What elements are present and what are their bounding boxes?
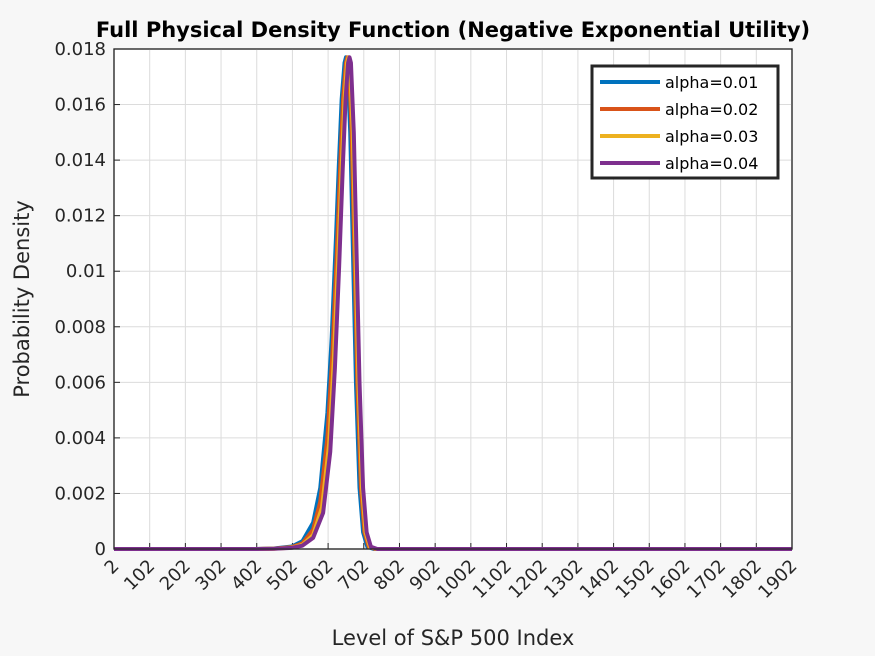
- plot-border: [113, 48, 793, 550]
- x-tick-label: 1802: [719, 556, 766, 603]
- x-tick-label: 1902: [754, 556, 801, 603]
- legend-label: alpha=0.03: [665, 127, 758, 146]
- series-layer: [114, 55, 792, 551]
- x-tick-label: 302: [191, 556, 230, 595]
- y-tick-label: 0.008: [54, 317, 106, 338]
- legend-label: alpha=0.01: [665, 73, 758, 92]
- x-tick-label: 702: [334, 556, 373, 595]
- x-tick-label: 102: [120, 556, 159, 595]
- x-tick-label: 602: [298, 556, 337, 595]
- y-tick-label: 0.002: [54, 483, 106, 504]
- legend-box: [590, 64, 780, 180]
- legend-label: alpha=0.04: [665, 154, 758, 173]
- x-tick-label: 1502: [612, 556, 659, 603]
- chart-title: Full Physical Density Function (Negative…: [96, 18, 810, 42]
- y-tick-label: 0.006: [54, 372, 106, 393]
- x-tick-label: 502: [263, 556, 302, 595]
- y-tick-label: 0.014: [54, 150, 106, 171]
- y-tick-label: 0.012: [54, 206, 106, 227]
- x-axis-label: Level of S&P 500 Index: [332, 626, 575, 650]
- x-tick-labels: 2102202302402502602702802902100211021202…: [101, 556, 802, 603]
- legend: alpha=0.01 alpha=0.02 alpha=0.03 alpha=0.04: [590, 64, 780, 180]
- x-tick-label: 802: [370, 556, 409, 595]
- y-tick-label: 0.018: [54, 39, 106, 60]
- x-tick-label: 1702: [683, 556, 730, 603]
- y-tick-label: 0: [95, 539, 106, 560]
- legend-label: alpha=0.02: [665, 100, 758, 119]
- y-tick-label: 0.016: [54, 95, 106, 116]
- x-tick-label: 1202: [505, 556, 552, 603]
- x-tick-label: 1602: [647, 556, 694, 603]
- y-axis-label: Probability Density: [10, 200, 34, 398]
- x-tick-label: 202: [156, 556, 195, 595]
- y-tick-labels: 0 0.002 0.004 0.006 0.008 0.01 0.012 0.014 0.016…: [54, 39, 106, 560]
- y-tick-label: 0.01: [66, 261, 106, 282]
- x-tick-label: 402: [227, 556, 266, 595]
- y-tick-label: 0.004: [54, 428, 106, 449]
- x-tick-label: 1102: [469, 556, 516, 603]
- x-tick-label: 1402: [576, 556, 623, 603]
- series-line-alpha-0-04: [114, 55, 792, 551]
- x-tick-label: 1002: [433, 556, 480, 603]
- x-tick-label: 1302: [540, 556, 587, 603]
